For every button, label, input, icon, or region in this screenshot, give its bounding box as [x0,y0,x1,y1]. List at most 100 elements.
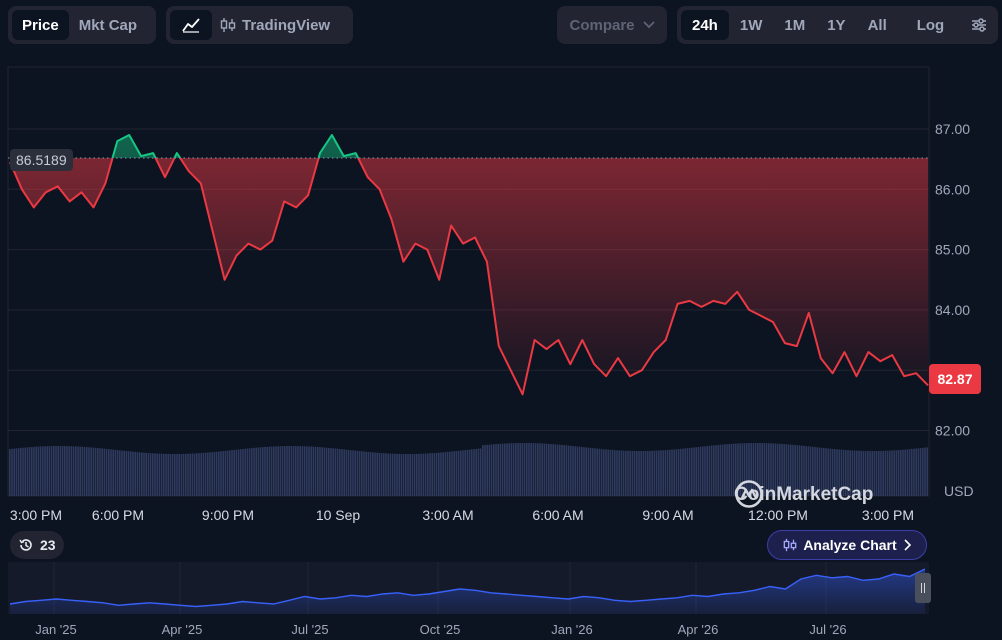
volume-bar [435,452,438,496]
volume-bar [66,446,68,496]
volume-bar [233,449,235,496]
volume-bar [396,453,398,496]
volume-bar [180,453,183,496]
volume-bar [847,450,849,496]
volume-bar [105,448,108,496]
volume-bar [182,453,185,496]
x-tick-label: 10 Sep [316,507,361,523]
tab-price[interactable]: Price [12,10,69,40]
compare-dropdown[interactable]: Compare [557,6,667,44]
volume-bar [732,443,735,496]
volume-bar [171,453,174,496]
volume-bar [572,446,574,496]
volume-bar [185,453,187,496]
volume-bar [825,448,827,496]
volume-bar [913,448,915,496]
volume-bar [257,447,260,496]
volume-bar [433,452,436,496]
volume-bar [735,443,737,496]
volume-bar [512,443,515,496]
volume-bar [873,450,876,496]
volume-bar [466,449,469,496]
y-tick-label: 87.00 [935,121,970,137]
volume-bar [537,443,539,496]
volume-bar [600,449,603,496]
volume-bar [724,444,726,496]
range-all[interactable]: All [867,16,887,34]
volume-bar [374,452,376,496]
volume-bar [411,453,414,496]
tradingview-button[interactable]: TradingView [212,10,338,40]
volume-bar [523,443,526,496]
volume-bar [174,453,176,496]
navigator-drag-handle[interactable] [915,573,931,603]
volume-bar [220,451,222,496]
volume-bar [200,453,202,496]
volume-bar [539,443,541,496]
volume-bar [57,446,59,496]
volume-bar [33,446,35,496]
volume-bar [240,449,242,496]
volume-bar [677,449,680,496]
range-1y[interactable]: 1Y [827,16,846,34]
volume-bar [444,452,447,496]
volume-bar [814,447,816,496]
volume-bar [662,450,664,496]
line-chart-button[interactable] [170,10,212,40]
volume-bar [306,446,308,496]
volume-bar [394,453,396,496]
chart-settings-button[interactable] [963,10,995,40]
volume-bar [728,444,730,496]
plot-frame [7,66,930,497]
volume-bar [81,446,84,496]
range-navigator[interactable]: Jan '25 Apr '25 Jul '25 Oct '25 Jan '26 Apr '… [0,562,1002,640]
analyze-chart-button[interactable]: Analyze Chart [767,530,927,560]
volume-bar [926,447,928,496]
volume-bar [638,450,640,496]
volume-bar [695,447,697,496]
range-1w[interactable]: 1W [739,16,763,34]
log-scale-button[interactable]: Log [916,16,945,34]
range-1m[interactable]: 1M [784,16,806,34]
volume-bar [748,443,750,496]
volume-bar [878,450,880,496]
volume-bar [416,453,418,496]
volume-bar [268,446,271,496]
volume-bar [673,449,675,496]
volume-bar [691,447,693,496]
navigator-line [9,568,926,608]
chart-type-switch: Price Mkt Cap [8,6,156,44]
tab-market-cap[interactable]: Mkt Cap [78,16,138,34]
volume-bar [768,443,770,496]
volume-bar [475,448,477,496]
volume-bar [409,453,411,496]
volume-bar [578,446,581,496]
volume-bar [840,449,843,496]
volume-bar [715,445,717,496]
volume-bar [79,446,81,496]
navigator-label: Jul '26 [809,622,846,637]
volume-bar [730,443,733,496]
history-button[interactable]: 23 [10,531,64,559]
volume-bar [405,453,407,496]
volume-bar [495,444,497,496]
volume-bar [530,443,532,496]
volume-bar [35,446,37,496]
price-area-below-reference [10,158,928,395]
volume-bar [453,451,455,496]
volume-bar [438,452,440,496]
volume-bar [31,447,33,496]
volume-bar [893,450,895,496]
volume-bar [325,447,328,496]
volume-bar [556,444,559,496]
volume-bar [794,445,796,496]
volume-bar [528,443,530,496]
volume-bar [497,443,499,496]
volume-bar [486,444,488,496]
x-tick-label: 3:00 PM [862,507,914,523]
volume-bar [908,449,911,496]
volume-bar [125,451,128,496]
range-24h[interactable]: 24h [681,10,729,40]
volume-bar [26,447,29,496]
